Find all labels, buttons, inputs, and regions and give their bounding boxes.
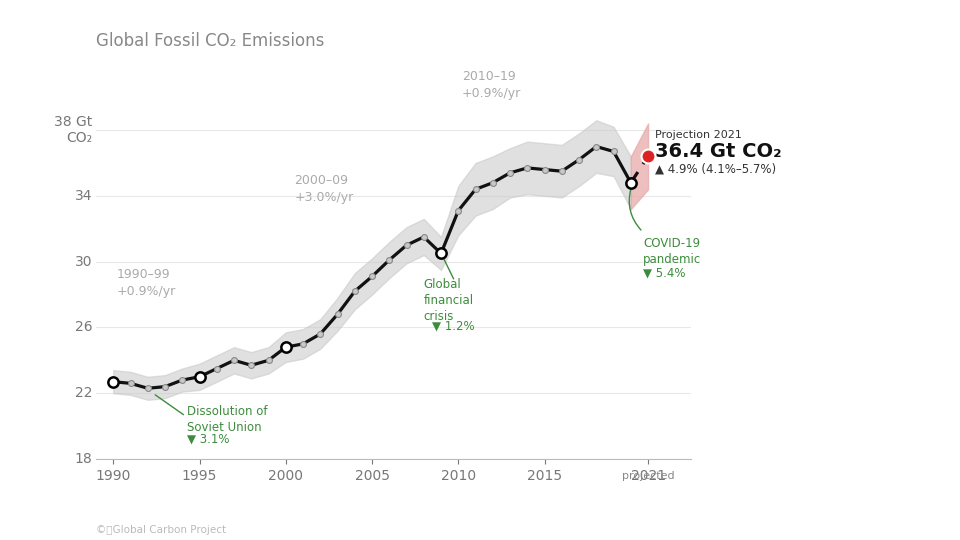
Point [192,373,207,381]
Text: Projection 2021: Projection 2021 [655,130,742,140]
Point [244,361,259,369]
Text: 18: 18 [75,452,92,466]
Point [398,241,414,249]
Point [330,310,346,319]
Text: Global
financial
crisis: Global financial crisis [423,278,474,323]
Point [537,165,552,174]
Point [640,152,656,161]
Point [502,168,517,177]
Point [416,233,431,241]
Point [450,206,466,215]
Point [468,185,483,194]
Text: Global Fossil CO₂ Emissions: Global Fossil CO₂ Emissions [96,32,324,50]
Text: 26: 26 [75,320,92,334]
Text: 2000–09
+3.0%/yr: 2000–09 +3.0%/yr [295,174,353,204]
Point [365,272,380,281]
Point [157,382,173,391]
Point [261,356,276,364]
Text: ▼ 3.1%: ▼ 3.1% [187,433,230,446]
Text: 38 Gt
CO₂: 38 Gt CO₂ [55,115,92,145]
Point [588,142,604,151]
Point [485,178,500,187]
Point [209,364,225,373]
Text: 36.4 Gt CO₂: 36.4 Gt CO₂ [655,141,781,160]
Point [606,147,621,156]
Text: ▼ 1.2%: ▼ 1.2% [432,319,475,332]
Point [123,379,138,388]
Point [227,356,242,364]
Text: 30: 30 [75,255,92,269]
Point [623,178,638,187]
Text: ▼ 5.4%: ▼ 5.4% [643,267,685,280]
Text: 22: 22 [75,386,92,400]
Text: Dissolution of
Soviet Union: Dissolution of Soviet Union [187,405,268,434]
Text: 34: 34 [75,189,92,203]
Point [296,340,311,348]
Point [175,376,190,384]
Text: ▲ 4.9% (4.1%–5.7%): ▲ 4.9% (4.1%–5.7%) [655,163,776,176]
Text: 2010–19
+0.9%/yr: 2010–19 +0.9%/yr [462,71,521,100]
Point [571,156,587,164]
Text: ©ⓘGlobal Carbon Project: ©ⓘGlobal Carbon Project [96,524,227,535]
Point [278,343,294,352]
Point [348,287,363,295]
Point [519,164,535,172]
Point [313,330,328,339]
Point [140,384,156,393]
Point [382,255,397,264]
Point [554,167,569,176]
Point [106,377,121,386]
Text: COVID-19
pandemic: COVID-19 pandemic [643,237,701,266]
Text: projected: projected [622,470,674,481]
Text: 1990–99
+0.9%/yr: 1990–99 +0.9%/yr [117,268,176,298]
Point [433,249,448,258]
